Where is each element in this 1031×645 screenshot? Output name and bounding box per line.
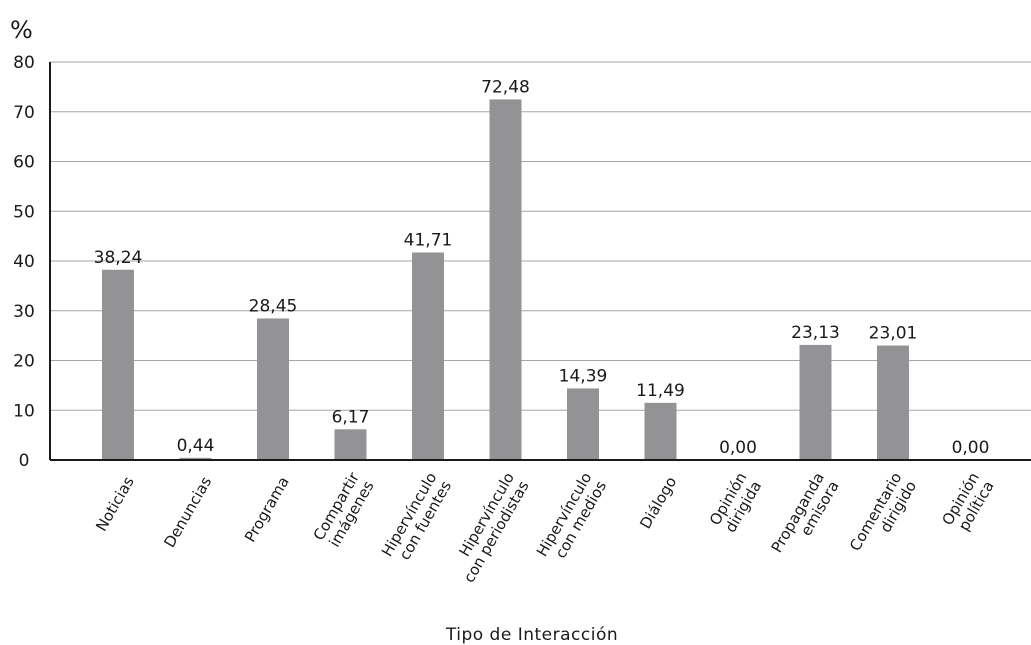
bar-value-label: 0,00 xyxy=(719,438,757,458)
bar xyxy=(412,252,444,460)
x-category-label-line: Noticias xyxy=(92,473,138,534)
bar-value-label: 0,44 xyxy=(177,436,215,456)
bar-value-label: 41,71 xyxy=(404,230,453,250)
bar-value-label: 14,39 xyxy=(559,366,608,386)
bar xyxy=(334,429,367,460)
bar-value-label: 11,49 xyxy=(636,381,685,401)
bar-value-label: 38,24 xyxy=(94,248,143,268)
bar-value-label: 23,01 xyxy=(869,324,918,344)
x-category-label: Diálogo xyxy=(636,474,680,532)
value-labels: 38,24 0,44 28,45 6,17 41,71 72,48 14,39 11,49 0,… xyxy=(94,77,990,458)
y-tick-label: 70 xyxy=(13,103,35,123)
bar-value-label: 0,00 xyxy=(952,438,990,458)
x-axis-title: Tipo de Interacción xyxy=(445,625,618,645)
bar-value-label: 72,48 xyxy=(481,77,530,97)
x-category-label-line: Denuncias xyxy=(160,473,215,550)
y-tick-label: 40 xyxy=(13,252,35,272)
bar-value-label: 6,17 xyxy=(332,407,370,427)
bar-value-label: 23,13 xyxy=(791,323,840,343)
y-tick-label: 60 xyxy=(13,153,35,173)
x-category-label-line: Diálogo xyxy=(636,474,680,532)
bar-value-label: 28,45 xyxy=(249,296,298,316)
y-tick-label: 30 xyxy=(13,302,35,322)
bar xyxy=(489,99,522,461)
bar xyxy=(799,344,832,460)
bar xyxy=(102,269,134,460)
bars xyxy=(102,99,909,461)
bar xyxy=(257,318,289,460)
x-category-label: Denuncias xyxy=(160,473,215,550)
x-category-label: Noticias xyxy=(92,473,138,534)
bar xyxy=(877,345,909,460)
x-category-label-line: Programa xyxy=(241,474,293,546)
y-tick-label: 10 xyxy=(13,401,35,421)
y-tick-label: 80 xyxy=(13,53,35,73)
y-axis-ticks: 0 10 20 30 40 50 60 70 80 xyxy=(13,53,35,471)
bar xyxy=(567,388,599,460)
bar xyxy=(644,402,677,460)
gridlines xyxy=(50,61,1031,411)
x-axis-category-labels: Noticias Denuncias Programa Compartirimágen… xyxy=(92,469,997,586)
y-tick-label: 50 xyxy=(13,202,35,222)
y-tick-label: 20 xyxy=(13,352,35,372)
y-tick-label: 0 xyxy=(19,451,30,471)
y-axis-unit-label: % xyxy=(10,16,33,44)
bar xyxy=(179,457,212,460)
x-category-label: Programa xyxy=(241,474,293,546)
